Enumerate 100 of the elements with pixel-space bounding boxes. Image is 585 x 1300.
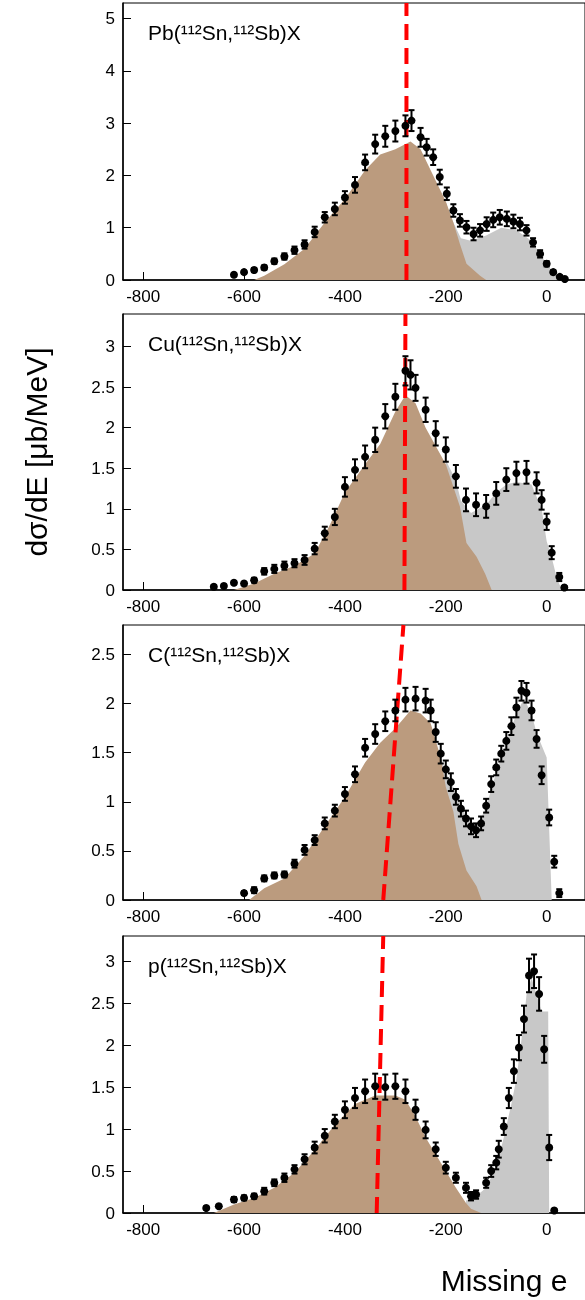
point	[361, 452, 370, 461]
y-tick-label: 0.5	[91, 1161, 115, 1181]
y-tick-label: 1	[105, 499, 115, 519]
point	[431, 1145, 440, 1154]
point	[537, 771, 546, 780]
point	[446, 778, 455, 787]
point	[351, 1094, 360, 1102]
x-tick-label: -400	[327, 907, 362, 926]
point	[431, 728, 440, 737]
y-tick-label: 4	[105, 61, 115, 81]
point	[482, 801, 491, 810]
x-tick-label: -800	[126, 287, 161, 306]
point	[426, 706, 435, 715]
point	[401, 695, 410, 704]
x-axis-title: Missing e	[440, 1263, 568, 1297]
point	[502, 475, 511, 484]
x-tick-label: 0	[541, 1220, 552, 1239]
point	[411, 383, 420, 392]
point	[340, 1105, 349, 1114]
y-tick-label: 0.5	[91, 539, 115, 559]
point	[492, 763, 501, 772]
point	[545, 813, 554, 822]
point	[519, 1015, 528, 1024]
point	[547, 548, 556, 557]
point	[512, 469, 521, 478]
point	[431, 429, 440, 438]
y-tick-label: 2	[105, 165, 115, 185]
point	[421, 405, 430, 414]
y-tick-label: 1	[105, 218, 115, 238]
point	[422, 143, 431, 152]
y-tick-label: 2.5	[91, 644, 115, 664]
point	[441, 445, 450, 454]
point	[540, 1045, 549, 1054]
point	[330, 204, 339, 213]
point	[320, 529, 329, 538]
x-tick-label: -400	[327, 1220, 362, 1239]
x-tick-label: -600	[227, 287, 262, 306]
y-tick-label: 2	[105, 1035, 115, 1055]
point	[545, 1143, 554, 1152]
point	[512, 703, 521, 712]
y-axis-title: dσ/dE [μb/MeV]	[19, 347, 53, 557]
point	[472, 500, 481, 509]
x-tick-label: 0	[541, 597, 552, 616]
y-tick-label: 0	[105, 890, 115, 910]
point	[451, 792, 460, 801]
y-tick-label: 3	[105, 951, 115, 971]
point	[406, 370, 415, 379]
point	[351, 465, 360, 474]
point	[507, 722, 516, 731]
point	[537, 495, 546, 504]
y-tick-label: 1	[105, 1119, 115, 1139]
point	[502, 736, 511, 745]
point	[477, 819, 486, 828]
point	[532, 478, 541, 487]
point	[391, 706, 400, 715]
point	[381, 132, 390, 141]
point	[320, 1131, 329, 1140]
point	[401, 121, 410, 130]
y-tick-label: 3	[105, 113, 115, 133]
point	[535, 989, 544, 998]
point	[509, 217, 518, 226]
x-tick-label: -200	[428, 287, 463, 306]
point	[340, 789, 349, 798]
point	[504, 1094, 513, 1102]
point	[499, 1122, 508, 1131]
point	[421, 696, 430, 705]
y-tick-label: 2.5	[91, 993, 115, 1013]
x-tick-label: -200	[428, 597, 463, 616]
x-tick-label: -800	[126, 907, 161, 926]
point	[522, 688, 531, 697]
point	[436, 749, 445, 758]
y-tick-label: 1.5	[91, 743, 115, 763]
point	[456, 804, 465, 813]
point	[509, 1067, 518, 1076]
point	[522, 468, 531, 477]
point	[487, 780, 496, 789]
point	[391, 392, 400, 401]
point	[530, 967, 539, 976]
point	[495, 213, 504, 222]
y-tick-label: 0.5	[91, 841, 115, 861]
x-tick-label: -400	[327, 287, 362, 306]
point	[411, 694, 420, 703]
point	[391, 127, 400, 136]
point	[361, 1087, 370, 1096]
point	[514, 1043, 523, 1052]
text: Pb(¹¹²Sn,¹¹²Sb)X	[148, 21, 301, 44]
y-tick-label: 2.5	[91, 377, 115, 397]
point	[351, 180, 360, 189]
point	[502, 214, 511, 223]
point	[416, 133, 425, 142]
x-tick-label: -600	[227, 597, 262, 616]
point	[411, 1105, 420, 1114]
point	[371, 140, 380, 149]
point	[371, 730, 380, 739]
point	[532, 734, 541, 743]
point	[381, 412, 390, 421]
point	[371, 435, 380, 444]
point	[407, 116, 416, 125]
y-tick-label: 1	[105, 792, 115, 812]
x-tick-label: -200	[428, 1220, 463, 1239]
